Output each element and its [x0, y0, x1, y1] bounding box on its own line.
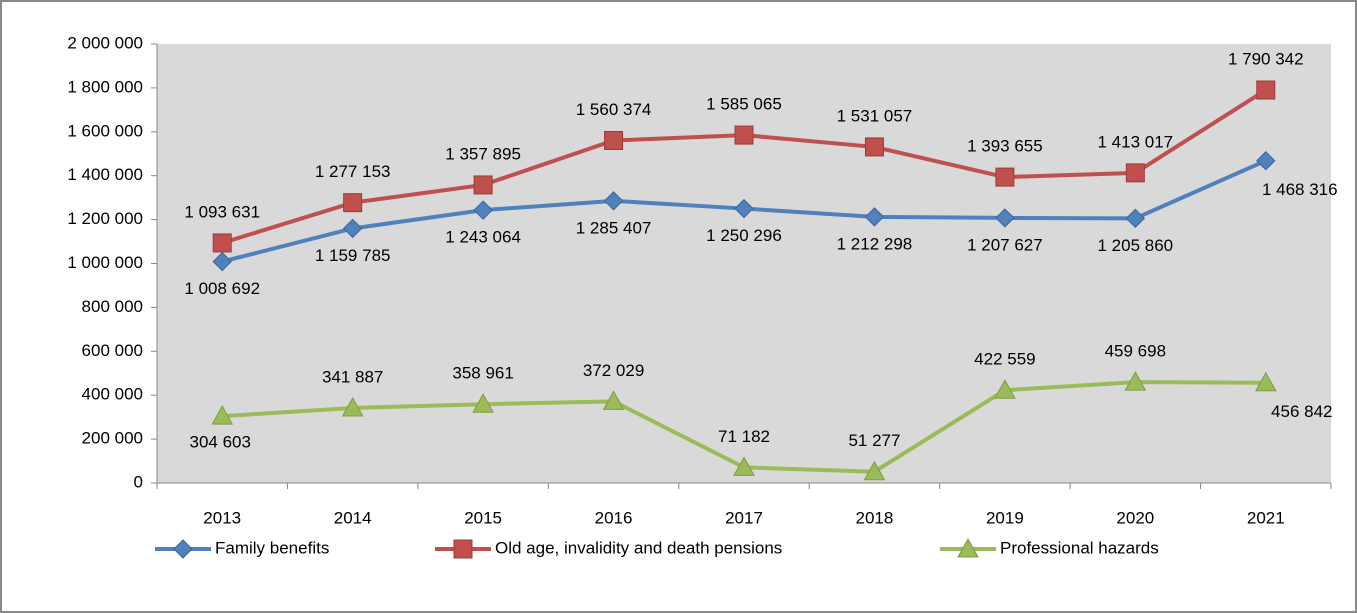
data-point: [212, 251, 232, 272]
data-label: 1 790 342: [1228, 50, 1304, 69]
x-tick-label: 2020: [1116, 508, 1154, 527]
data-point: [734, 198, 754, 219]
x-tick-label: 2018: [856, 508, 894, 527]
data-label: 1 212 298: [837, 234, 913, 253]
data-label: 459 698: [1105, 342, 1166, 361]
x-tick-label: 2021: [1247, 508, 1285, 527]
legend-marker: [173, 539, 193, 559]
data-point: [341, 396, 364, 417]
data-label: 1 357 895: [445, 144, 521, 163]
legend-label: Old age, invalidity and death pensions: [495, 538, 782, 557]
y-tick-label: 1 600 000: [67, 121, 143, 140]
data-point: [863, 460, 886, 481]
data-label: 51 277: [848, 431, 900, 450]
data-point: [603, 191, 624, 211]
data-label: 304 603: [189, 433, 250, 452]
data-point: [343, 193, 363, 213]
y-tick-label: 200 000: [82, 429, 143, 448]
data-point: [1125, 208, 1146, 229]
data-label: 1 468 316: [1262, 180, 1338, 199]
data-label: 71 182: [718, 427, 770, 446]
y-tick-label: 1 400 000: [67, 165, 143, 184]
data-label: 1 250 296: [706, 226, 782, 245]
data-point: [472, 393, 494, 413]
data-point: [211, 405, 234, 425]
x-tick-label: 2019: [986, 508, 1024, 527]
data-point: [733, 456, 755, 476]
x-tick-label: 2014: [334, 508, 372, 527]
data-point: [864, 137, 884, 157]
y-tick-label: 2 000 000: [67, 33, 143, 52]
data-point: [994, 379, 1016, 399]
data-label: 1 205 860: [1098, 236, 1174, 255]
data-point: [473, 175, 493, 195]
data-point: [604, 130, 624, 150]
data-point: [602, 390, 625, 410]
y-tick-label: 800 000: [82, 297, 143, 316]
legend-marker: [957, 537, 979, 558]
legend-label: Professional hazards: [1000, 538, 1159, 557]
data-point: [1256, 80, 1276, 100]
data-label: 1 413 017: [1098, 132, 1174, 151]
data-point: [342, 218, 363, 239]
legend-marker: [453, 539, 473, 559]
y-tick-label: 400 000: [82, 385, 143, 404]
data-point: [734, 125, 754, 145]
data-label: 422 559: [974, 350, 1035, 369]
data-point: [995, 208, 1015, 228]
legend-label: Family benefits: [215, 538, 329, 557]
data-point: [1256, 150, 1276, 171]
y-tick-label: 0: [134, 472, 143, 491]
y-tick-label: 600 000: [82, 341, 143, 360]
x-tick-label: 2016: [595, 508, 633, 527]
data-label: 1 285 407: [576, 218, 652, 237]
data-label: 1 207 627: [967, 235, 1043, 254]
x-tick-label: 2015: [464, 508, 502, 527]
data-label: 1 159 785: [315, 246, 391, 265]
data-point: [1254, 371, 1277, 392]
data-label: 372 029: [583, 361, 644, 380]
x-tick-label: 2017: [725, 508, 763, 527]
data-label: 1 560 374: [576, 100, 652, 119]
data-label: 341 887: [322, 367, 383, 386]
y-tick-label: 1 000 000: [67, 253, 143, 272]
data-label: 1 531 057: [837, 106, 913, 125]
data-label: 1 585 065: [706, 95, 782, 114]
data-point: [473, 200, 493, 220]
data-point: [1125, 163, 1145, 183]
y-tick-label: 1 800 000: [67, 77, 143, 96]
data-label: 1 093 631: [184, 202, 260, 221]
y-tick-label: 1 200 000: [67, 209, 143, 228]
x-tick-label: 2013: [203, 508, 241, 527]
data-label: 1 243 064: [445, 228, 521, 247]
data-label: 1 393 655: [967, 137, 1043, 156]
data-label: 456 842: [1271, 402, 1332, 421]
data-point: [212, 233, 232, 253]
data-point: [864, 207, 885, 227]
data-point: [995, 167, 1015, 187]
data-point: [1124, 371, 1147, 391]
data-label: 1 008 692: [184, 279, 260, 298]
data-label: 1 277 153: [315, 162, 391, 181]
data-label: 358 961: [452, 364, 513, 383]
